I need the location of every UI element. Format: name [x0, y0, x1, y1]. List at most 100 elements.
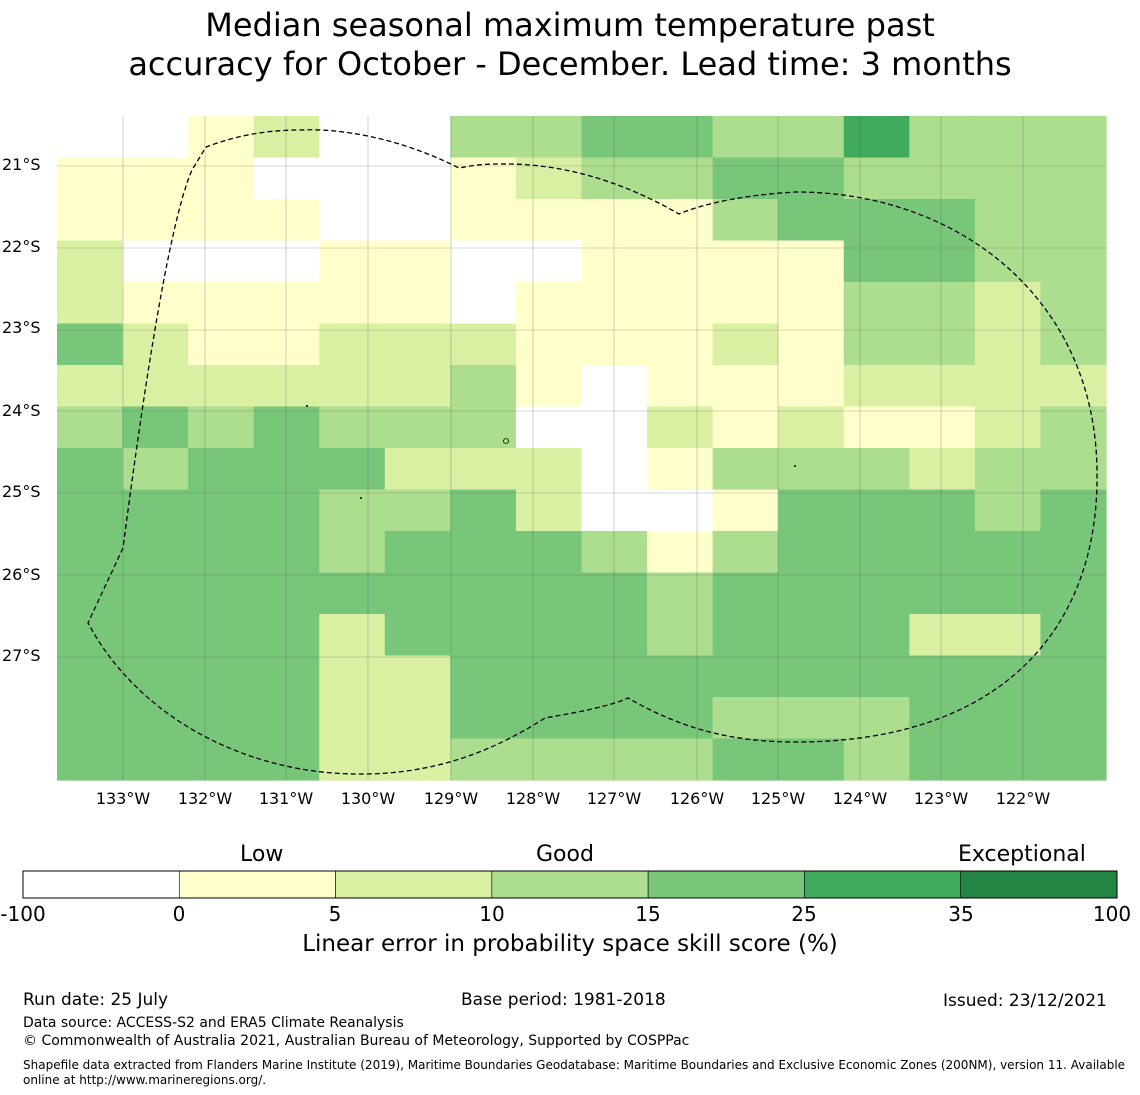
grid-cell [253, 240, 320, 283]
grid-cell [647, 531, 714, 574]
lon-label: 123°W [913, 789, 969, 808]
grid-cell [450, 489, 517, 532]
lon-label: 125°W [750, 789, 806, 808]
grid-cell [188, 448, 255, 491]
grid-cell [909, 572, 976, 615]
grid-cell [57, 448, 124, 491]
grid-cell [253, 365, 320, 408]
grid-cell [909, 157, 976, 200]
grid-cell [384, 738, 451, 781]
colorbar-tick: 15 [635, 902, 661, 926]
grid-cell [843, 282, 910, 325]
lat-label: 26°S [2, 565, 41, 584]
grid-cell [319, 157, 386, 200]
grid-cell [909, 323, 976, 366]
grid-cell [909, 406, 976, 449]
lon-label: 127°W [586, 789, 642, 808]
grid-cell [319, 572, 386, 615]
grid-cell [581, 572, 648, 615]
grid-cell [450, 240, 517, 283]
grid-cell [581, 614, 648, 657]
grid-cell [253, 697, 320, 740]
grid-cell [253, 448, 320, 491]
colorbar-tick: -100 [0, 902, 46, 926]
grid-cell [122, 531, 189, 574]
eez-boundary [87, 129, 1098, 775]
grid-cell [909, 697, 976, 740]
grid-cell [515, 365, 583, 408]
grid-cell [778, 572, 845, 615]
grid-cell [909, 116, 976, 159]
grid-cell [712, 655, 779, 698]
grid-cell [188, 323, 255, 366]
grid-cell [778, 697, 845, 740]
island-marks [306, 405, 796, 499]
lon-label: 126°W [669, 789, 725, 808]
grid-cell [712, 448, 779, 491]
colorbar-segment [178, 870, 336, 899]
grid-cell [843, 655, 910, 698]
grid-cell [712, 282, 779, 325]
grid-cell [1040, 406, 1107, 449]
grid-cell [384, 240, 451, 283]
grid-cell [253, 572, 320, 615]
grid-cell [319, 365, 386, 408]
grid-cell [515, 655, 583, 698]
colorbar-tick: 25 [791, 902, 817, 926]
colorbar-tick: 35 [948, 902, 974, 926]
grid-cell [1040, 697, 1107, 740]
grid-cell [843, 406, 910, 449]
grid-cell [384, 448, 451, 491]
grid-cell [843, 614, 910, 657]
grid-cell [712, 323, 779, 366]
grid-cell [319, 697, 386, 740]
grid-cell [778, 406, 845, 449]
grid-cell [57, 365, 124, 408]
grid-cell [253, 738, 320, 781]
grid-cell [712, 365, 779, 408]
grid-cell [515, 614, 583, 657]
grid-cell [712, 738, 779, 781]
grid-cell [974, 282, 1042, 325]
grid-cell [909, 531, 976, 574]
grid-cell [778, 614, 845, 657]
grid-cell [57, 323, 124, 366]
copyright: © Commonwealth of Australia 2021, Austra… [23, 1033, 690, 1049]
grid-cell [581, 406, 648, 449]
grid-cell [122, 116, 189, 159]
grid-cell [581, 199, 648, 242]
grid-cell [647, 116, 714, 159]
grid-cell [1040, 199, 1107, 242]
grid-cell [515, 323, 583, 366]
grid-cell [974, 157, 1042, 200]
grid-cell [1040, 116, 1107, 159]
grid-cell [647, 572, 714, 615]
title-line-2: accuracy for October - December. Lead ti… [128, 45, 1012, 83]
grid-cell [384, 697, 451, 740]
grid-cell [909, 489, 976, 532]
grid-cell [712, 240, 779, 283]
grid-cell [581, 489, 648, 532]
grid-cell [974, 406, 1042, 449]
grid-cell [57, 157, 124, 200]
grid-cell [778, 448, 845, 491]
grid-cell [122, 448, 189, 491]
grid-cell [253, 614, 320, 657]
grid-cell [1040, 572, 1107, 615]
grid-cell [122, 199, 189, 242]
colorbar-segment [647, 870, 805, 899]
grid-cell [974, 199, 1042, 242]
grid-cell [974, 448, 1042, 491]
grid-cell [188, 240, 255, 283]
graticule-lines [57, 116, 1106, 780]
grid-cell [450, 282, 517, 325]
grid-cell [253, 531, 320, 574]
grid-cell [647, 697, 714, 740]
lon-label: 132°W [177, 789, 233, 808]
grid-cell [384, 406, 451, 449]
colorbar-tick: 0 [172, 902, 186, 926]
grid-cell [122, 697, 189, 740]
colorbar-label: Linear error in probability space skill … [302, 931, 838, 957]
lat-label: 22°S [2, 237, 41, 256]
grid-cell [974, 240, 1042, 283]
